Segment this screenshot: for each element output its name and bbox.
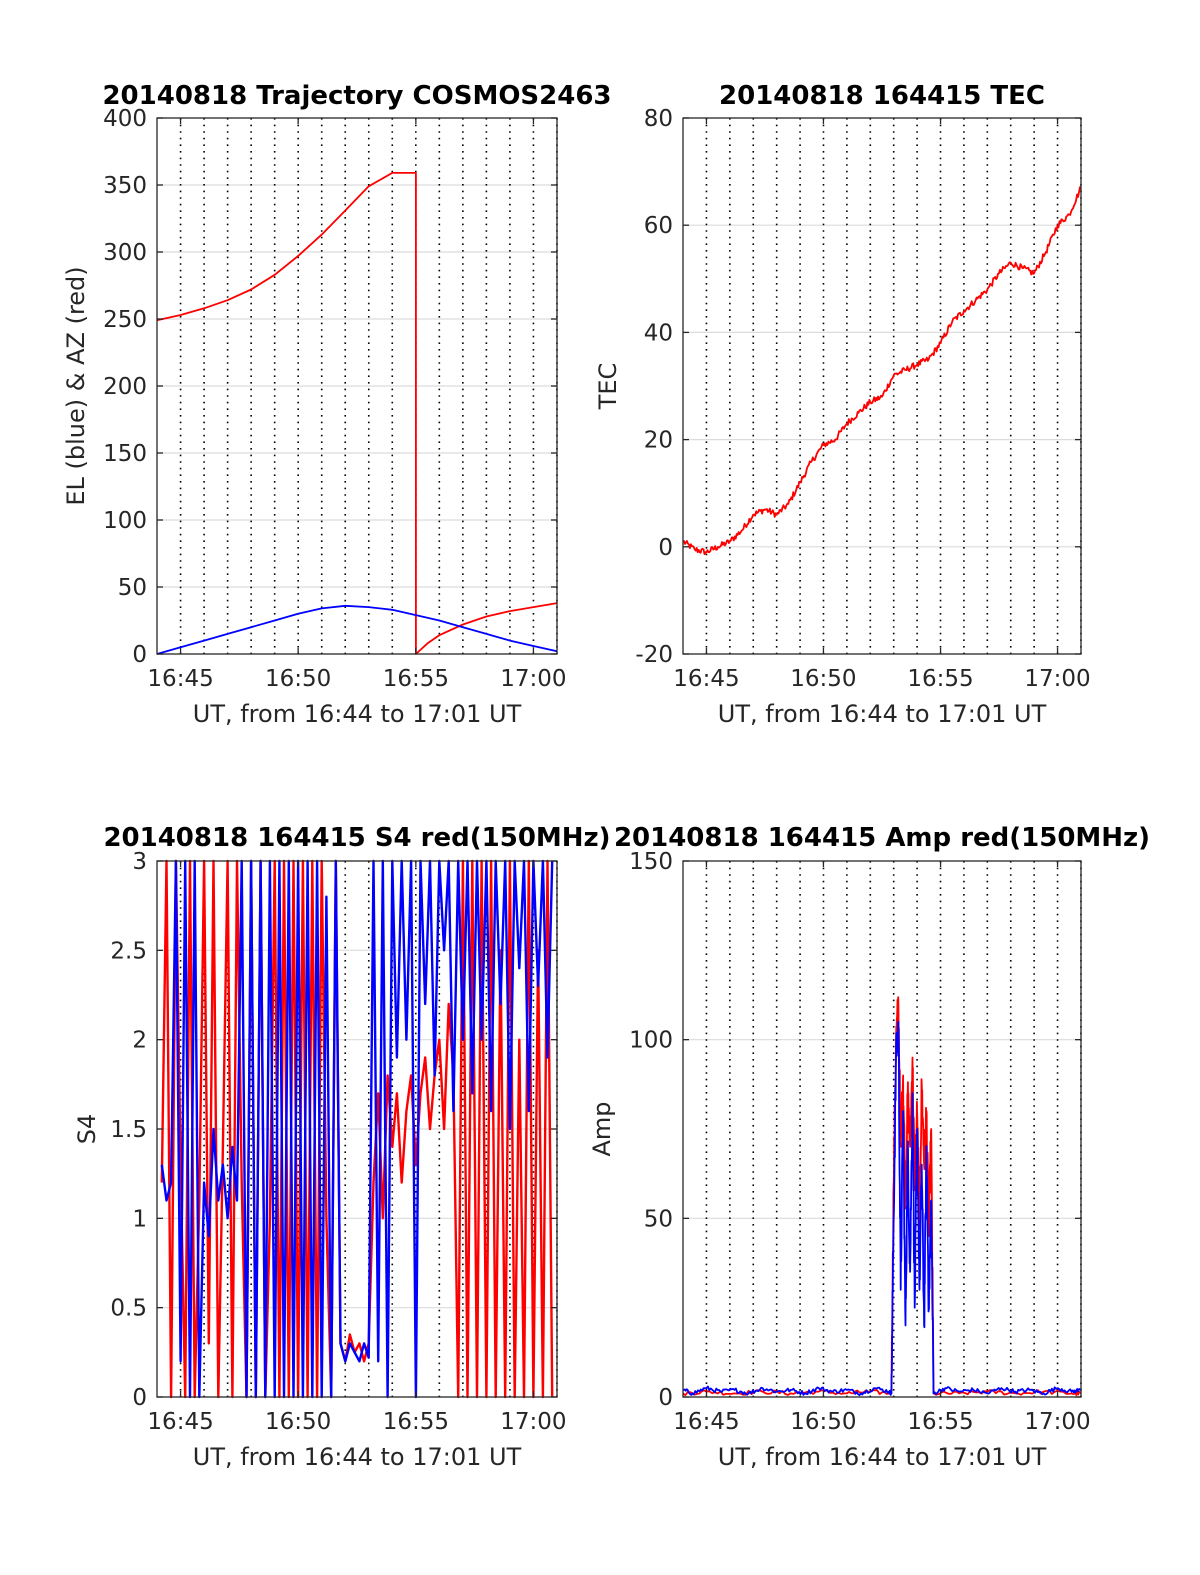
x-tick-label: 16:45 [147,1409,213,1435]
series-line-1 [682,1020,1082,1397]
x-tick-label: 16:50 [790,1409,856,1435]
x-tick-label: 16:45 [673,1409,739,1435]
series-line-0 [156,172,558,655]
y-tick-label: 60 [644,213,673,239]
panel-tec: 16:45 16:50 16:55 17:00 -20 0 20 40 60 80 2014081… [594,81,1091,728]
plot-area: 16:45 16:50 16:55 17:00 0 50 100 150 [629,849,1091,1435]
y-tick-label: 0.5 [110,1296,147,1322]
x-tick-label: 16:50 [265,1409,331,1435]
y-tick-label: 100 [629,1028,673,1054]
x-tick-label: 17:00 [1024,1409,1090,1435]
y-tick-label: -20 [635,642,673,668]
x-tick-label: 17:00 [500,1409,566,1435]
plot-area: 16:45 16:50 16:55 17:00 0 50 100 150 200 250 300 35… [103,106,566,692]
y-tick-label: 1.5 [110,1117,147,1143]
y-tick-label: 80 [644,106,673,132]
x-tick-label: 16:45 [147,666,213,692]
x-tick-label: 16:55 [907,1409,973,1435]
y-tick-label: 150 [629,849,673,875]
x-tick-label: 16:50 [790,666,856,692]
panel-trajectory: 16:45 16:50 16:55 17:00 0 50 100 150 200 250 300 35… [62,81,612,728]
y-tick-label: 2 [132,1028,147,1054]
x-tick-label: 17:00 [500,666,566,692]
panel-amp: 16:45 16:50 16:55 17:00 0 50 100 150 20140818 1… [588,823,1150,1471]
x-axis-label: UT, from 16:44 to 17:01 UT [193,700,522,728]
chart-title: 20140818 164415 S4 red(150MHz) [103,823,610,853]
series-line-0 [160,859,554,1399]
series-line-0 [682,186,1082,556]
chart-title: 20140818 164415 TEC [719,81,1045,111]
x-axis-label: UT, from 16:44 to 17:01 UT [718,700,1047,728]
panel-s4: 16:45 16:50 16:55 17:00 0 0.5 1 1.5 2 2.5 3 201408… [73,823,611,1471]
y-tick-label: 50 [644,1206,673,1232]
y-tick-label: 3 [132,849,147,875]
x-tick-label: 16:55 [907,666,973,692]
y-tick-label: 2.5 [110,938,147,964]
plot-area: 16:45 16:50 16:55 17:00 -20 0 20 40 60 80 [635,106,1090,692]
axes-box [682,860,1082,1398]
series-line-1 [160,859,554,1399]
y-tick-label: 50 [118,575,147,601]
x-tick-label: 16:50 [265,666,331,692]
y-tick-label: 0 [658,535,673,561]
y-tick-label: 20 [644,428,673,454]
x-tick-label: 17:00 [1024,666,1090,692]
y-tick-label: 300 [103,240,147,266]
y-tick-label: 0 [658,1385,673,1411]
y-tick-label: 400 [103,106,147,132]
axes-box [682,117,1082,655]
x-tick-label: 16:55 [383,666,449,692]
y-axis-label: S4 [73,1114,101,1145]
x-tick-label: 16:45 [673,666,739,692]
x-tick-label: 16:55 [383,1409,449,1435]
y-tick-label: 150 [103,441,147,467]
chart-title: 20140818 Trajectory COSMOS2463 [102,81,611,111]
y-tick-label: 100 [103,508,147,534]
chart-title: 20140818 164415 Amp red(150MHz) [614,823,1150,853]
y-tick-label: 250 [103,307,147,333]
x-axis-label: UT, from 16:44 to 17:01 UT [718,1443,1047,1471]
x-axis-label: UT, from 16:44 to 17:01 UT [193,1443,522,1471]
y-axis-label: Amp [588,1101,616,1156]
series-line-1 [156,604,558,655]
y-tick-label: 0 [132,642,147,668]
plot-area: 16:45 16:50 16:55 17:00 0 0.5 1 1.5 2 2.5 3 [110,849,566,1435]
y-tick-label: 0 [132,1385,147,1411]
y-tick-label: 200 [103,374,147,400]
y-tick-label: 40 [644,320,673,346]
y-axis-label: TEC [594,363,622,411]
y-tick-label: 1 [132,1206,147,1232]
y-tick-label: 350 [103,173,147,199]
y-axis-label: EL (blue) & AZ (red) [62,266,90,505]
